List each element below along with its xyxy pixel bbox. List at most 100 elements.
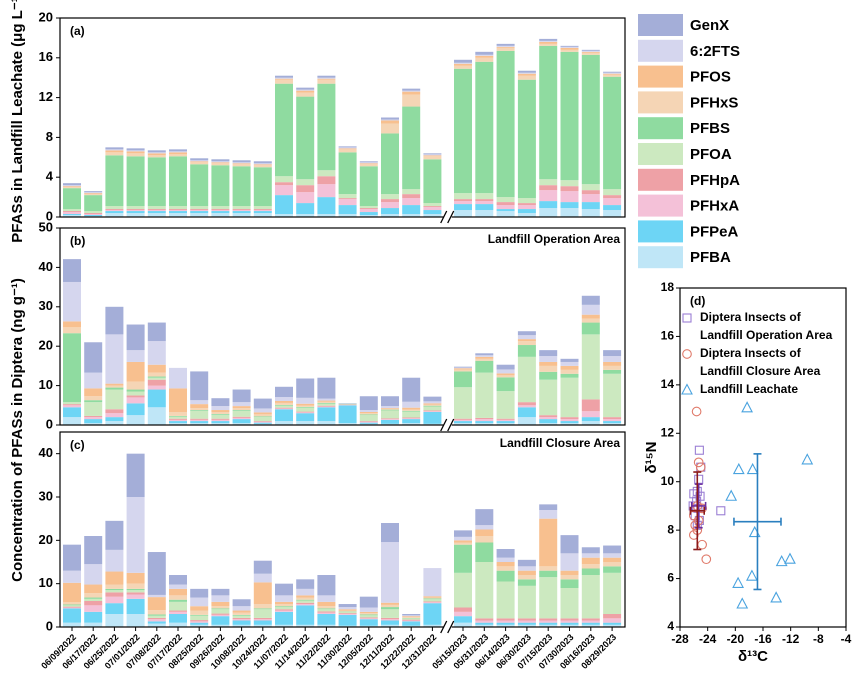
bar-segment xyxy=(169,622,187,627)
bar-segment xyxy=(275,407,293,409)
bar-segment xyxy=(105,149,124,151)
legend-label: 6:2FTS xyxy=(690,43,740,60)
y-tick-label: 0 xyxy=(46,416,53,431)
bar-segment xyxy=(296,406,315,408)
bar-segment xyxy=(359,613,378,615)
bar-segment xyxy=(560,421,579,424)
bar-segment xyxy=(496,418,515,420)
bar-segment xyxy=(63,183,81,186)
bar-segment xyxy=(84,192,103,194)
bar-segment xyxy=(253,163,272,165)
x-tick-label: -28 xyxy=(671,632,689,646)
bar-segment xyxy=(423,596,442,598)
bar-segment xyxy=(63,608,81,623)
bar-segment xyxy=(169,213,187,217)
bar-segment xyxy=(359,414,378,416)
bar-segment xyxy=(232,209,251,211)
bar-segment xyxy=(147,209,166,211)
bar-segment xyxy=(539,504,558,510)
bar-segment xyxy=(211,211,230,214)
bar-segment xyxy=(517,203,536,206)
bar-segment xyxy=(381,396,399,407)
bar-segment xyxy=(84,195,103,212)
bar-segment xyxy=(475,562,494,619)
bar-segment xyxy=(496,581,515,619)
bar-segment xyxy=(84,611,103,623)
bar-segment xyxy=(317,608,336,610)
bar-segment xyxy=(84,536,103,565)
bar-segment xyxy=(126,497,145,573)
bar-segment xyxy=(232,211,251,214)
bar-segment xyxy=(105,421,124,425)
bar-segment xyxy=(475,618,494,621)
bar-segment xyxy=(560,419,579,422)
bar-segment xyxy=(496,566,515,571)
bar-segment xyxy=(381,408,399,409)
bar-segment xyxy=(232,612,251,615)
bar-segment xyxy=(296,411,315,413)
legend-label: PFPeA xyxy=(690,223,739,240)
bar-segment xyxy=(147,407,166,425)
bar-segment xyxy=(63,602,81,605)
bar-segment xyxy=(147,211,166,214)
bar-segment xyxy=(560,575,579,580)
bar-segment xyxy=(296,605,315,625)
marker-triangle xyxy=(746,569,758,581)
bar-segment xyxy=(475,419,494,422)
bar-segment xyxy=(147,153,166,156)
bar-segment xyxy=(517,622,536,625)
bar-segment xyxy=(190,620,209,622)
bar-segment xyxy=(381,523,399,543)
bar-segment xyxy=(211,595,230,602)
bar-segment xyxy=(381,607,399,610)
bar-segment xyxy=(232,163,251,165)
bar-segment xyxy=(359,614,378,616)
bar-segment xyxy=(517,402,536,406)
bar-segment xyxy=(126,594,145,599)
bar-segment xyxy=(560,373,579,378)
bar-segment xyxy=(517,575,536,580)
bar-segment xyxy=(496,423,515,425)
bar-segment xyxy=(423,155,442,157)
bar-segment xyxy=(275,386,293,398)
bar-segment xyxy=(147,615,166,618)
bar-segment xyxy=(381,609,399,618)
legend-label-line: Diptera Insects of xyxy=(700,310,802,324)
bar-segment xyxy=(475,423,494,425)
bar-segment xyxy=(232,614,251,616)
bar-segment xyxy=(423,602,442,604)
bar-segment xyxy=(581,624,600,627)
bar-segment xyxy=(253,209,272,211)
bar-segment xyxy=(338,625,357,627)
bar-segment xyxy=(560,49,579,52)
bar-segment xyxy=(253,624,272,627)
bar-segment xyxy=(211,608,230,610)
bar-segment xyxy=(603,205,622,211)
legend-swatch xyxy=(638,117,683,140)
bar-segment xyxy=(232,164,251,167)
bar-segment xyxy=(296,421,315,425)
bar-segment xyxy=(232,162,251,164)
bar-segment xyxy=(190,610,209,615)
bar-segment xyxy=(517,205,536,210)
y-tick-label: 14 xyxy=(661,377,675,391)
bar-segment xyxy=(147,379,166,386)
bar-segment xyxy=(169,418,187,420)
bar-segment xyxy=(539,350,558,357)
bar-segment xyxy=(496,205,515,210)
bar-segment xyxy=(84,213,103,215)
bar-segment xyxy=(359,209,378,213)
bar-segment xyxy=(190,621,209,623)
bar-segment xyxy=(381,542,399,603)
bar-segment xyxy=(126,381,145,390)
marker-triangle xyxy=(681,383,693,395)
y-tick-label: 0 xyxy=(46,208,53,223)
bar-segment xyxy=(275,214,293,217)
bar-segment xyxy=(211,588,230,596)
bar-segment xyxy=(296,588,315,596)
bar-segment xyxy=(275,408,293,410)
bar-segment xyxy=(560,570,579,575)
bar-segment xyxy=(402,625,421,627)
bar-segment xyxy=(496,47,515,51)
bar-segment xyxy=(454,371,472,388)
